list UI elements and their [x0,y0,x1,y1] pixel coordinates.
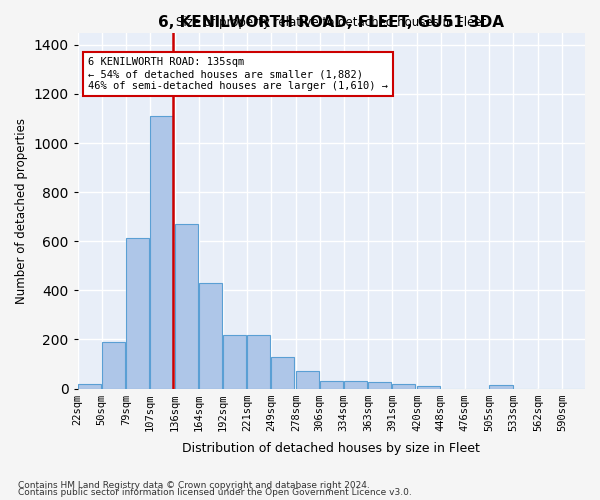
Text: Size of property relative to detached houses in Fleet: Size of property relative to detached ho… [176,16,487,29]
Text: Contains public sector information licensed under the Open Government Licence v3: Contains public sector information licen… [18,488,412,497]
Bar [175,224,198,388]
Bar [344,381,367,388]
Bar [126,238,149,388]
X-axis label: Distribution of detached houses by size in Fleet: Distribution of detached houses by size … [182,442,480,455]
Bar [271,356,295,388]
Bar [490,385,512,388]
Bar [368,382,391,388]
Y-axis label: Number of detached properties: Number of detached properties [15,118,28,304]
Bar [320,381,343,388]
Text: Contains HM Land Registry data © Crown copyright and database right 2024.: Contains HM Land Registry data © Crown c… [18,480,370,490]
Bar [247,334,271,388]
Title: 6, KENILWORTH ROAD, FLEET, GU51 3DA: 6, KENILWORTH ROAD, FLEET, GU51 3DA [158,15,505,30]
Bar [150,116,173,388]
Bar [417,386,440,388]
Bar [101,342,125,388]
Bar [78,384,101,388]
Bar [296,372,319,388]
Text: 6 KENILWORTH ROAD: 135sqm
← 54% of detached houses are smaller (1,882)
46% of se: 6 KENILWORTH ROAD: 135sqm ← 54% of detac… [88,58,388,90]
Bar [223,334,246,388]
Bar [199,283,222,389]
Bar [392,384,415,388]
